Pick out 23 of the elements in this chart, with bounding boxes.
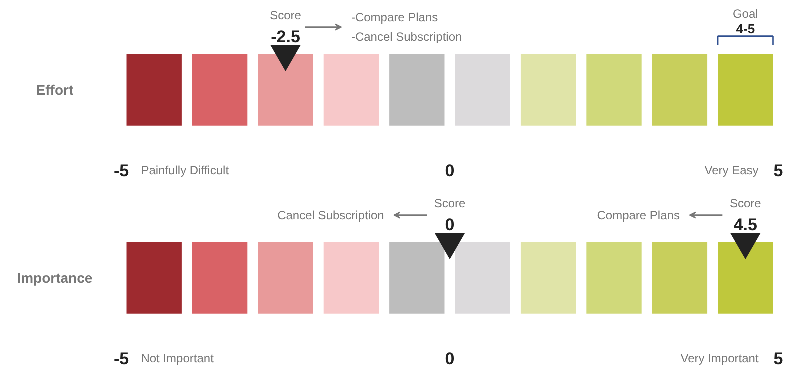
- text: 0: [445, 350, 455, 369]
- text: -5: [114, 350, 130, 369]
- text: Not Important: [141, 352, 215, 366]
- text: 5: [774, 162, 784, 181]
- text: Cancel Subscription: [278, 208, 384, 222]
- text: Compare Plans: [597, 208, 680, 222]
- data-label: -2.5: [271, 27, 300, 46]
- text: Score: [270, 8, 302, 22]
- text: Painfully Difficult: [141, 164, 230, 178]
- text: -Compare Plans -Cancel Subscription: [351, 10, 462, 44]
- text: 4-5: [736, 21, 756, 36]
- text: Score: [730, 196, 762, 210]
- text: -5: [114, 162, 130, 181]
- text: Goal: [732, 6, 758, 21]
- text: 5: [774, 350, 784, 369]
- text: Importance: [17, 270, 93, 286]
- data-label: 4.5: [734, 215, 758, 234]
- text: 0: [445, 162, 455, 181]
- data-label: 0: [445, 215, 455, 234]
- text: Effort: [36, 82, 74, 98]
- text: Very Important: [680, 352, 760, 366]
- text: Very Easy: [704, 164, 759, 178]
- text: Score: [434, 196, 466, 210]
